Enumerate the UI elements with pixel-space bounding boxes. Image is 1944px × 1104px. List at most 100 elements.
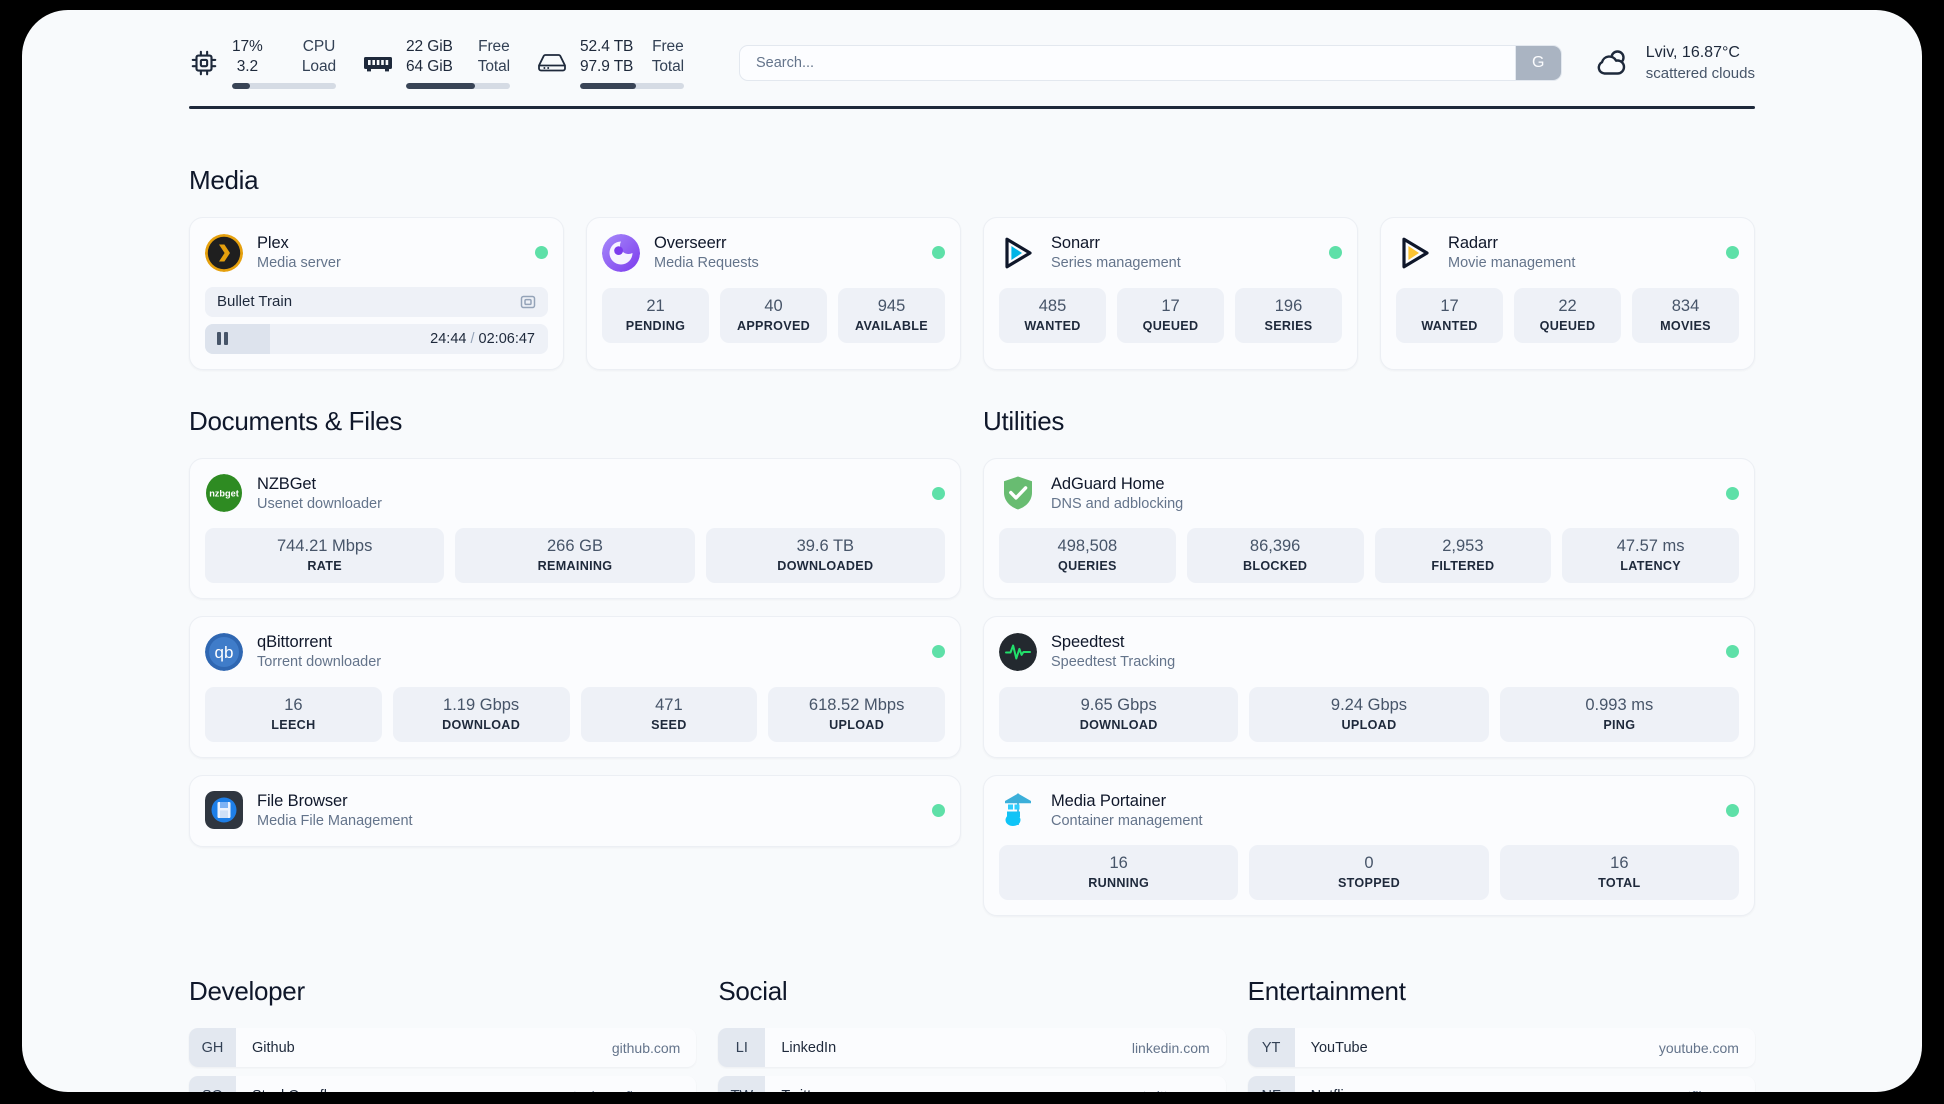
service-card[interactable]: File Browser Media File Management: [189, 774, 961, 848]
now-playing-time: 24:44 / 02:06:47: [430, 330, 535, 347]
stat-rate: 744.21 Mbps RATE: [205, 528, 445, 584]
service-card-header: qb qBittorrent Torrent downloader: [205, 631, 945, 673]
service-card[interactable]: AdGuard Home DNS and adblocking 498,508 …: [983, 457, 1755, 600]
media-section-title: Media: [189, 165, 259, 195]
stat-label: REMAINING: [537, 559, 613, 574]
service-subtitle: Speedtest Tracking: [1051, 654, 1176, 671]
bookmark-group-title: Developer: [189, 976, 305, 1007]
bookmark-abbr: YT: [1247, 1028, 1295, 1068]
service-card[interactable]: Overseerr Media Requests 21 PENDING 40 A…: [586, 217, 961, 370]
system-stat-memory: 22 GiB 64 GiB Free Total: [363, 37, 510, 90]
stat-value: 22: [1558, 296, 1577, 315]
bookmark-item[interactable]: GH Github github.com: [189, 1028, 697, 1068]
bookmark-abbr: TW: [718, 1076, 766, 1092]
service-name: Overseerr: [654, 234, 727, 252]
service-card[interactable]: Radarr Movie management 17 WANTED 22 QUE…: [1380, 217, 1755, 370]
service-stats: 17 WANTED 22 QUEUED 834 MOVIES: [1396, 287, 1739, 343]
service-card[interactable]: Sonarr Series management 485 WANTED 17 Q…: [983, 217, 1358, 370]
stat-label: SEED: [651, 717, 687, 732]
weather-condition: scattered clouds: [1645, 64, 1755, 82]
service-name: Speedtest: [1051, 633, 1125, 652]
search-input[interactable]: [740, 46, 1515, 80]
service-card[interactable]: Plex Media server Bullet Train 24:44 / 0…: [189, 217, 564, 370]
service-card[interactable]: Media Portainer Container management 16 …: [983, 774, 1755, 917]
stat-queued: 22 QUEUED: [1514, 287, 1621, 343]
system-stat-value-top: 17%: [232, 37, 263, 55]
bookmark-item[interactable]: YT YouTube youtube.com: [1247, 1028, 1755, 1068]
pause-icon[interactable]: [217, 332, 228, 346]
stat-seed: 471 SEED: [580, 686, 758, 742]
system-stat-value-top: 52.4 TB: [580, 37, 634, 55]
hard-drive-icon: [537, 48, 567, 78]
stat-label: DOWNLOAD: [1079, 717, 1158, 732]
stat-blocked: 86,396 BLOCKED: [1186, 528, 1364, 584]
stat-value: 498,508: [1057, 537, 1118, 556]
status-indicator-online: [1726, 246, 1739, 260]
system-stat-disk: 52.4 TB 97.9 TB Free Total: [537, 37, 684, 90]
service-card-header: Speedtest Speedtest Tracking: [999, 631, 1739, 673]
status-indicator-online: [1329, 246, 1342, 260]
stat-label: DOWNLOADED: [777, 559, 874, 574]
bookmark-abbr: NF: [1247, 1076, 1295, 1092]
stat-value: 618.52 Mbps: [808, 695, 905, 714]
service-card[interactable]: Speedtest Speedtest Tracking 9.65 Gbps D…: [983, 616, 1755, 758]
search-bar[interactable]: G: [739, 45, 1562, 81]
service-card[interactable]: nzbget NZBGet Usenet downloader 744.21 M…: [189, 457, 961, 600]
radarr-logo: [1396, 234, 1434, 272]
bookmark-item[interactable]: TW Twitter twitter.com: [718, 1076, 1226, 1092]
stat-value: 17: [1161, 296, 1180, 315]
service-stats: 744.21 Mbps RATE 266 GB REMAINING 39.6 T…: [205, 528, 945, 584]
stat-value: 16: [1109, 854, 1128, 873]
system-stat-label-top: Free: [478, 37, 510, 55]
bookmark-item[interactable]: LI LinkedIn linkedin.com: [718, 1028, 1226, 1068]
bookmark-name: Github: [252, 1039, 295, 1056]
bookmark-group-title: Social: [718, 976, 788, 1007]
service-name: File Browser: [257, 791, 348, 810]
media-section: Media Plex Media server Bullet Train 24:…: [189, 165, 1755, 370]
portainer-logo: [999, 791, 1037, 829]
search-submit-button[interactable]: G: [1514, 46, 1561, 80]
status-indicator-online: [1726, 645, 1739, 659]
stat-total: 16 TOTAL: [1499, 845, 1739, 901]
stat-value: 0.993 ms: [1585, 695, 1654, 714]
stat-leech: 16 LEECH: [205, 686, 382, 742]
service-stats: 16 LEECH 1.19 Gbps DOWNLOAD 471 SEED 618…: [205, 686, 945, 742]
stat-value: 834: [1671, 296, 1700, 315]
stat-value: 9.65 Gbps: [1080, 695, 1157, 714]
service-card-header: Radarr Movie management: [1396, 232, 1739, 274]
system-stat-value-bottom: 97.9 TB: [580, 58, 634, 75]
bookmark-abbr: SO: [189, 1076, 236, 1092]
service-card-header: nzbget NZBGet Usenet downloader: [205, 473, 945, 515]
stat-label: STOPPED: [1337, 876, 1401, 891]
stat-label: TOTAL: [1598, 876, 1641, 891]
stat-value: 86,396: [1249, 537, 1301, 556]
bookmark-group: Developer GH Github github.com SO StackO…: [189, 976, 697, 1092]
service-stats: 498,508 QUERIES 86,396 BLOCKED 2,953 FIL…: [999, 528, 1739, 584]
service-card[interactable]: qb qBittorrent Torrent downloader 16 LEE…: [189, 616, 961, 758]
stat-value: 2,953: [1442, 537, 1484, 556]
stat-value: 0: [1364, 854, 1374, 873]
status-indicator-online: [932, 645, 945, 659]
stat-label: QUEUED: [1142, 318, 1199, 333]
system-stat-progress-bar: [232, 83, 336, 90]
bookmark-item[interactable]: NF Netflix netflix.com: [1247, 1076, 1755, 1092]
cast-icon[interactable]: [520, 294, 536, 310]
now-playing: Bullet Train 24:44 / 02:06:47: [205, 286, 548, 354]
bookmark-name: Netflix: [1295, 1076, 1351, 1092]
stat-value: 266 GB: [547, 537, 603, 556]
stat-value: 744.21 Mbps: [276, 537, 373, 556]
service-stats: 9.65 Gbps DOWNLOAD 9.24 Gbps UPLOAD 0.99…: [999, 686, 1739, 742]
stat-label: DOWNLOAD: [442, 717, 521, 732]
now-playing-title-row[interactable]: Bullet Train: [205, 286, 548, 317]
svg-text:qb: qb: [215, 643, 234, 662]
bookmark-item[interactable]: SO StackOverflow stackoverflow.com: [189, 1076, 697, 1092]
status-indicator-online: [535, 246, 548, 260]
stat-approved: 40 APPROVED: [720, 287, 827, 343]
ram-stick-icon: [363, 48, 393, 78]
service-name: AdGuard Home: [1051, 474, 1165, 493]
service-card-header: AdGuard Home DNS and adblocking: [999, 473, 1739, 515]
now-playing-progress[interactable]: 24:44 / 02:06:47: [205, 323, 548, 354]
cloud-icon: [1592, 43, 1632, 83]
system-stat-label-top: CPU: [302, 37, 336, 55]
service-name: Media Portainer: [1051, 791, 1166, 810]
